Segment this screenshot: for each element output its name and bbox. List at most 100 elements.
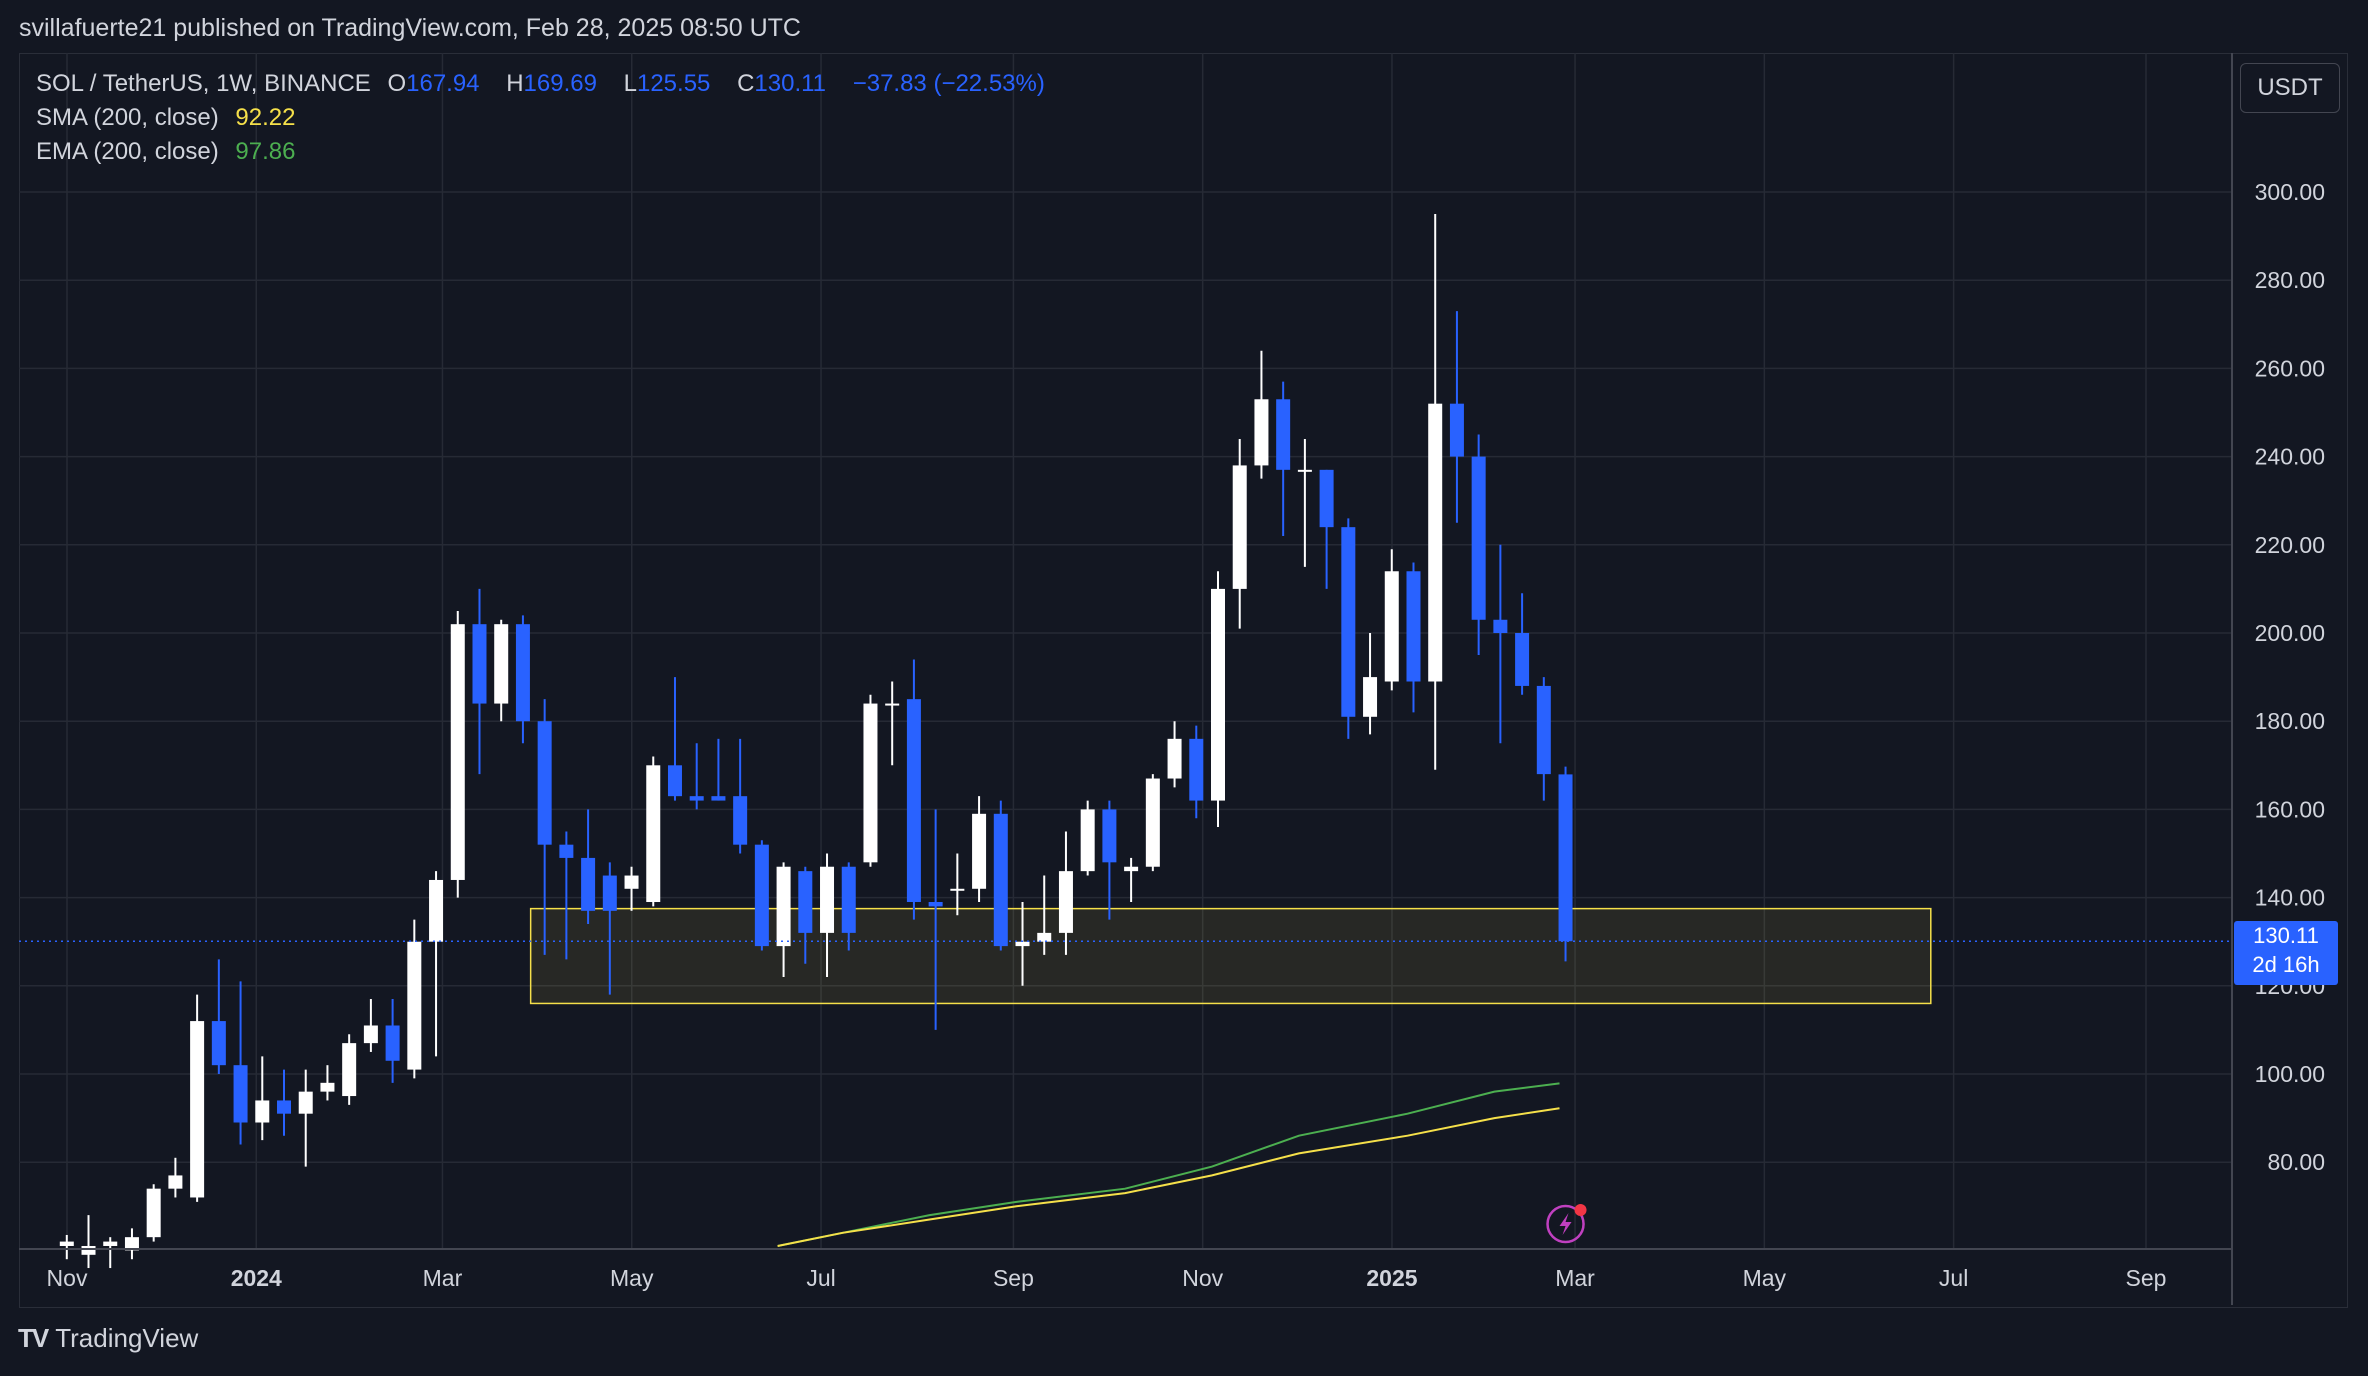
candle-down [1449,311,1464,523]
candle-up [1297,438,1312,567]
candle-up [1124,857,1139,903]
candle-body [1189,738,1204,801]
flash-icon[interactable] [1546,1204,1587,1244]
candle-down [472,588,487,775]
sma-line [777,1107,1560,1247]
notification-dot-icon [1574,1204,1587,1216]
y-tick-label: 140.00 [2255,885,2325,911]
candle-body [1058,871,1073,933]
x-tick-label: Sep [993,1265,1034,1291]
candle-up [1037,875,1052,955]
candle-down [711,738,726,801]
candle-down [1102,800,1117,920]
legend-sma[interactable]: SMA (200, close) 92.22 [36,104,305,132]
candle-up [1384,549,1399,691]
candle-up [1145,774,1160,872]
legend-o-label: O [387,70,407,97]
legend-open: 167.94 [406,70,480,97]
candle-up [776,862,791,977]
candle-up [1254,350,1269,479]
candle-body [190,1021,205,1198]
candle-body [450,624,465,880]
candle-down [515,615,530,744]
candle-up [1428,214,1443,770]
candle-down [1319,469,1334,589]
candle-body [1254,399,1269,466]
last-price-value: 130.11 [2253,923,2319,948]
y-tick-label: 300.00 [2255,179,2325,205]
flash-icon-ring [1546,1204,1585,1244]
y-tick-label: 80.00 [2267,1149,2325,1175]
y-tick-label: 180.00 [2255,708,2325,734]
candle-body [1145,778,1160,867]
y-tick-label: 260.00 [2255,355,2325,381]
candle-up [103,1237,118,1269]
candle-body [667,765,682,797]
candle-body [820,866,835,933]
x-tick-label: Nov [1182,1265,1223,1291]
candle-up [429,871,444,1057]
candle-down [581,809,596,925]
candle-up [1363,633,1378,735]
candle-down [1536,677,1551,801]
candle-up [168,1157,183,1198]
candle-body [711,796,726,801]
currency-button[interactable]: USDT [2240,63,2340,113]
candle-body [429,879,444,942]
candle-body [559,844,574,858]
legend-l-label: L [623,70,637,97]
candle-body [277,1100,292,1114]
tradingview-brand-text: TradingView [55,1323,199,1353]
candle-down [602,862,617,995]
candle-up [190,994,205,1202]
candle-body [320,1082,335,1092]
x-tick-label: 2025 [1366,1265,1417,1291]
candle-up [1058,831,1073,955]
candle-down [733,738,748,854]
candles [59,214,1573,1269]
legend-c-label: C [737,70,755,97]
candle-body [689,796,704,801]
x-tick-label: 2024 [231,1265,282,1291]
candle-body [1515,633,1530,686]
legend-ema[interactable]: EMA (200, close) 97.86 [36,138,305,166]
candle-up [494,619,509,722]
candle-body [885,703,900,706]
ema-line [777,1082,1560,1247]
candle-up [1232,438,1247,629]
candle-body [1363,677,1378,717]
candle-body [124,1237,139,1251]
legend-close: 130.11 [754,70,827,97]
ema-value: 97.86 [235,138,296,165]
bar-countdown: 2d 16h [2252,952,2320,977]
candle-body [1558,774,1573,942]
candle-down [1558,766,1573,962]
candle-up [885,681,900,766]
candle-body [103,1241,118,1246]
candle-body [754,844,769,947]
tradingview-logo-icon: TV [18,1323,49,1353]
candle-up [646,756,661,907]
candle-body [1406,571,1421,682]
candle-body [841,866,856,933]
y-tick-label: 160.00 [2255,796,2325,822]
candle-down [1341,518,1356,739]
candle-body [1319,469,1334,528]
candle-body [407,941,422,1070]
legend-low: 125.55 [636,70,711,97]
x-tick-label: Jul [1939,1265,1968,1291]
published-info: svillafuerte21 published on TradingView.… [19,14,801,42]
ema-label: EMA (200, close) [36,138,219,165]
candle-body [298,1091,313,1114]
x-tick-label: Jul [806,1265,835,1291]
candle-body [1167,738,1182,779]
footer-brand[interactable]: TV TradingView [18,1323,198,1354]
candle-down [667,677,682,801]
candle-body [581,857,596,911]
candle-body [515,624,530,722]
legend-high: 169.69 [523,70,597,97]
candle-up [1167,721,1182,788]
candle-body [1037,932,1052,942]
candle-up [59,1234,74,1260]
